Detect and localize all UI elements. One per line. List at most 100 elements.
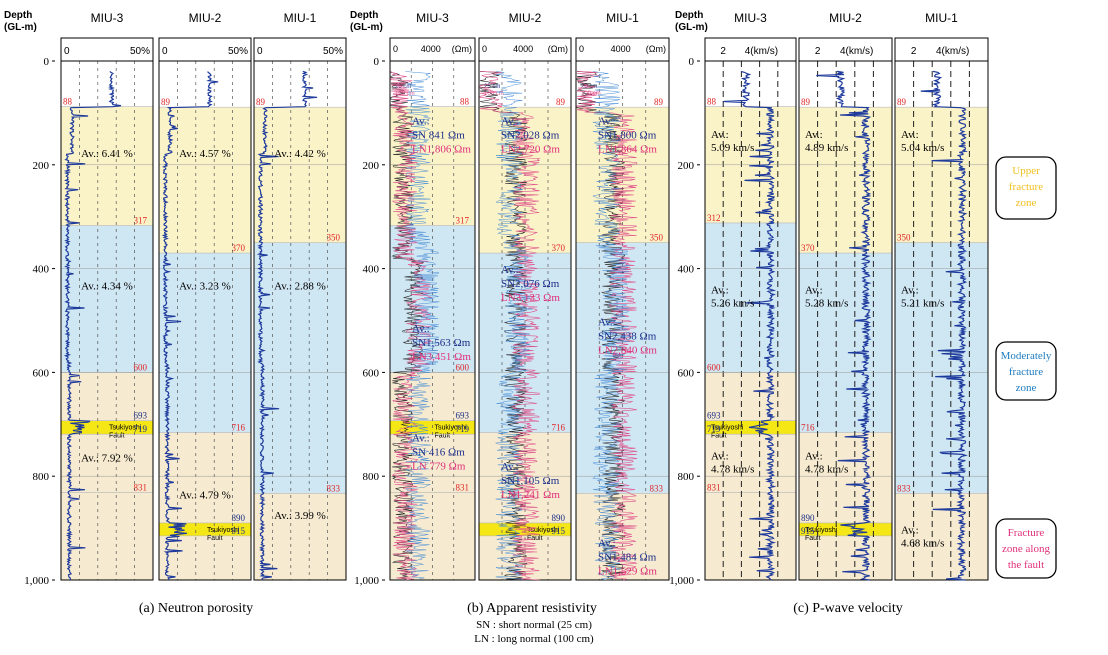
depth-header-line2: (GL-m) xyxy=(4,22,37,33)
scale-label: 0 xyxy=(579,44,584,54)
zone-depth-label: 370 xyxy=(552,243,566,253)
depth-tick-label: 0 xyxy=(689,56,695,68)
average-label: SN1,800 Ωm xyxy=(598,129,657,141)
scale-label: 4(km/s) xyxy=(936,46,969,57)
porosity-curve xyxy=(161,71,219,581)
fault-label: Fault xyxy=(711,433,727,440)
depth-tick-label: 800 xyxy=(678,471,695,483)
zone-legend-label: the fault xyxy=(1008,559,1044,571)
average-label: Av.: 4.57 % xyxy=(179,148,231,160)
fault-label: Tsukiyoshi xyxy=(207,527,240,534)
zone-legend-label: fracture xyxy=(1009,366,1043,378)
average-label: LN3,133 Ωm xyxy=(501,292,560,304)
average-label: 4.68 km/s xyxy=(901,537,944,549)
average-label: Av.: xyxy=(901,524,919,536)
depth-axis: 0 200 400 600 800 1,000 xyxy=(24,56,55,587)
depth-header-line1: Depth xyxy=(350,10,378,21)
zone-legend-label: zone along xyxy=(1002,543,1050,555)
upper-fracture-zone-band xyxy=(895,107,988,243)
zone-depth-label: 831 xyxy=(134,482,148,492)
scale-label: (Ωm) xyxy=(548,44,568,54)
scale-label: 50% xyxy=(130,46,150,57)
ln-curve xyxy=(390,71,433,581)
average-label: Av.: xyxy=(805,129,823,141)
average-label: SN1,563 Ωm xyxy=(412,337,471,349)
zone-depth-label: 831 xyxy=(456,482,470,492)
average-label: 5.09 km/s xyxy=(711,142,754,154)
track-title: MIU-1 xyxy=(925,11,958,25)
scale-label: 50% xyxy=(228,46,248,57)
depth-tick-label: 800 xyxy=(363,471,380,483)
depth-tick-label: 600 xyxy=(678,367,695,379)
zone-depth-label: 833 xyxy=(327,483,341,493)
zone-depth-label: 89 xyxy=(801,97,811,107)
zone-depth-label: 89 xyxy=(897,97,907,107)
zone-depth-label: 833 xyxy=(897,483,911,493)
track-title: MIU-2 xyxy=(829,11,862,25)
zone-depth-label: 88 xyxy=(707,97,717,107)
scale-label: 2 xyxy=(815,46,821,57)
average-label: Av.: xyxy=(805,451,823,463)
ln-curve xyxy=(576,71,638,581)
average-label: LN1,529 Ωm xyxy=(598,565,657,577)
average-label: SN2,028 Ωm xyxy=(501,129,560,141)
zone-legend-item: Fracture zone along the fault xyxy=(995,518,1057,579)
average-label: Av.: xyxy=(412,115,430,127)
average-label: SN 841 Ωm xyxy=(412,129,465,141)
zone-depth-label: 600 xyxy=(134,362,148,372)
scale-label: 4000 xyxy=(513,44,533,54)
average-label: 5.28 km/s xyxy=(805,298,848,310)
caption-p-wave-velocity: (c) P-wave velocity xyxy=(793,601,903,616)
track-title: MIU-3 xyxy=(91,11,124,25)
zone-depth-label: 719 xyxy=(707,424,721,434)
depth-tick-label: 200 xyxy=(678,160,695,172)
track-title: MIU-3 xyxy=(416,11,449,25)
zone-legend-label: Moderately xyxy=(1001,350,1052,362)
depth-header-line2: (GL-m) xyxy=(675,22,708,33)
depth-tick-label: 400 xyxy=(363,264,380,276)
fault-label: Tsukiyoshi xyxy=(109,425,142,432)
zone-depth-label: 89 xyxy=(654,97,664,107)
depth-tick-label: 1,000 xyxy=(669,575,694,587)
zone-depth-label: 915 xyxy=(232,526,246,536)
average-label: Av.: 7.92 % xyxy=(81,453,133,465)
average-label: 5.04 km/s xyxy=(901,142,944,154)
average-label: 5.26 km/s xyxy=(711,298,754,310)
scale-header xyxy=(894,37,989,62)
zone-depth-label: 317 xyxy=(134,216,148,226)
moderate-fracture-zone-band xyxy=(159,253,251,433)
depth-axis: 0 200 400 600 800 1,000 xyxy=(669,56,700,587)
fault-label: Tsukiyoshi xyxy=(435,425,468,432)
average-label: Av.: xyxy=(805,285,823,297)
sn-spacing-label: 25 cm xyxy=(395,84,411,90)
tsukiyoshi-fault-band xyxy=(799,522,892,536)
lower-fracture-zone-band xyxy=(895,493,988,580)
porosity-curve xyxy=(63,70,122,581)
footnote-sn: SN : short normal (25 cm) xyxy=(476,619,592,631)
zone-depth-label: 890 xyxy=(552,513,566,523)
track-title: MIU-3 xyxy=(734,11,767,25)
average-label: LN2,840 Ωm xyxy=(598,345,657,357)
average-label: Av.: xyxy=(501,461,519,473)
scale-label: 4(km/s) xyxy=(840,46,873,57)
resistivity-curve-blue xyxy=(592,71,630,581)
average-label: Av.: xyxy=(901,129,919,141)
ln-spacing-label: 100 cm xyxy=(484,91,504,97)
scale-label: 0 xyxy=(257,46,263,57)
footnote-ln: LN : long normal (100 cm) xyxy=(474,633,594,645)
zone-depth-label: 693 xyxy=(456,411,470,421)
depth-header-line2: (GL-m) xyxy=(350,22,383,33)
track-title: MIU-1 xyxy=(284,11,317,25)
track-miu-1-neutron: MIU-1 89 350 833 0 50% Av.: 4.42 % Av.: 2.88 % A… xyxy=(253,11,347,581)
average-label: Av.: 3.23 % xyxy=(179,280,231,292)
caption-apparent-resistivity: (b) Apparent resistivity xyxy=(467,601,597,616)
lower-fracture-zone-band xyxy=(159,432,251,580)
depth-tick-label: 400 xyxy=(678,264,695,276)
depth-tick-label: 1,000 xyxy=(24,575,49,587)
scale-label: (Ωm) xyxy=(452,44,472,54)
zone-depth-label: 719 xyxy=(456,424,470,434)
